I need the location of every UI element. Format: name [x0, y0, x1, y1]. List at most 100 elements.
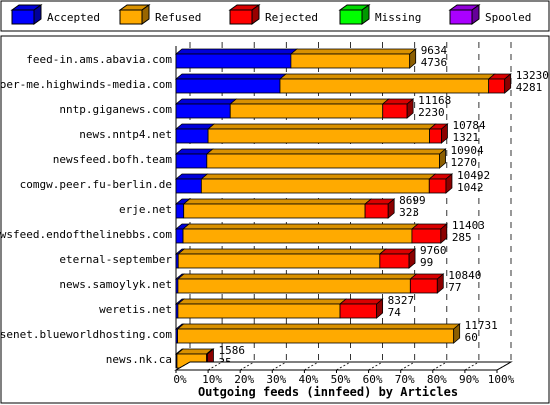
- bar-row-voer-me-highwinds-media-com: [174, 73, 512, 94]
- bar-end-face: [387, 198, 395, 219]
- legend-label: Refused: [155, 11, 201, 24]
- legend: Accepted Refused Rejected Missing Spooled: [0, 0, 550, 32]
- total-label: 10784: [452, 119, 485, 132]
- tick-diagonal: [336, 361, 351, 371]
- x-tick-label: 20%: [234, 373, 254, 386]
- bar-end-face: [440, 223, 448, 244]
- bar-row-newsfeed-bofh-team: [174, 148, 447, 169]
- tick-diagonal: [304, 361, 319, 371]
- grid: [189, 42, 512, 360]
- accepted-label: 74: [388, 306, 402, 319]
- accepted-label: 60: [465, 331, 478, 344]
- x-axis: 0% 10% 20% 30% 40% 50% 60% 70% 80% 90% 100%: [173, 361, 515, 386]
- bar-segment-rejected: [379, 253, 410, 269]
- bar-segment-refused: [177, 278, 411, 294]
- legend-item-refused: Refused: [118, 4, 201, 25]
- legend-swatch: [449, 9, 473, 25]
- bar-segment-accepted: [175, 103, 231, 119]
- bar-top-refused: [229, 98, 390, 105]
- bar-top-refused: [176, 273, 418, 280]
- total-label: 13230: [516, 69, 549, 82]
- total-label: 10904: [451, 144, 484, 157]
- bar-top-refused: [200, 173, 437, 180]
- bar-segment-refused: [200, 178, 430, 194]
- bar-segment-refused: [177, 328, 455, 344]
- bar-row-newsfeed-endofthelinebbs-com: [174, 223, 448, 244]
- x-tick-label: 60%: [363, 373, 383, 386]
- bar-top-refused: [177, 248, 387, 255]
- x-tick-label: 90%: [459, 373, 479, 386]
- bar-end-face: [504, 73, 512, 94]
- outer-frame: [0, 35, 550, 404]
- total-label: 8699: [399, 194, 426, 207]
- legend-swatch: [339, 9, 363, 25]
- category-label: news.samoylyk.net: [59, 278, 172, 291]
- legend-label: Accepted: [47, 11, 100, 24]
- bar-end-face: [453, 323, 461, 344]
- legend-swatch: [119, 9, 143, 25]
- accepted-label: 2230: [418, 106, 445, 119]
- bar-segment-accepted: [175, 153, 208, 169]
- category-label: news.nk.ca: [106, 353, 172, 366]
- bar-top-refused: [176, 298, 348, 305]
- bar-segment-rejected: [364, 203, 389, 219]
- total-label: 10492: [457, 169, 490, 182]
- bar-row-comgw-peer-fu-berlin-de: [174, 173, 454, 194]
- legend-item-spooled: Spooled: [448, 4, 531, 25]
- total-label: 10840: [448, 269, 481, 282]
- legend-label: Spooled: [485, 11, 531, 24]
- accepted-label: 1042: [457, 181, 484, 194]
- bar-row-weretis-net: [174, 298, 384, 319]
- total-label: 9634: [421, 44, 448, 57]
- tick-diagonal: [240, 361, 255, 371]
- x-tick-label: 10%: [202, 373, 222, 386]
- bar-segment-rejected: [428, 178, 447, 194]
- total-label: 11403: [452, 219, 485, 232]
- bar-row-eternal-september: [174, 248, 417, 269]
- bar-segment-accepted: [175, 53, 292, 69]
- bar-end-face: [406, 98, 414, 119]
- bar-segment-rejected: [382, 103, 408, 119]
- bar-segment-refused: [279, 78, 490, 94]
- x-tick-label: 30%: [266, 373, 286, 386]
- accepted-label: 99: [420, 256, 433, 269]
- bar-top-refused: [289, 48, 417, 55]
- category-label: feed-in.ams.abavia.com: [26, 53, 172, 66]
- legend-item-missing: Missing: [338, 4, 421, 25]
- category-label: nntp.giganews.com: [59, 103, 172, 116]
- tick-diagonal: [368, 361, 383, 371]
- x-tick-label: 0%: [173, 373, 187, 386]
- tick-diagonal: [175, 361, 191, 371]
- bar-top-accepted: [174, 98, 238, 105]
- accepted-label: 4281: [516, 81, 543, 94]
- bar-row-usenet-blueworldhosting-com: [174, 323, 461, 344]
- bar-top-refused: [205, 148, 447, 155]
- bar-segment-accepted: [175, 78, 281, 94]
- bar-segment-rejected: [411, 228, 442, 244]
- tick-diagonal: [207, 361, 223, 371]
- bar-segment-refused: [183, 203, 366, 219]
- bar-top-refused: [206, 123, 437, 130]
- tick-diagonal: [496, 361, 512, 371]
- bar-end-face: [376, 298, 384, 319]
- bars: [174, 48, 512, 369]
- bar-end-face: [409, 48, 417, 69]
- tick-diagonal: [464, 361, 480, 371]
- bar-top-refused: [182, 198, 373, 205]
- bar-row-news-samoylyk-net: [174, 273, 445, 294]
- total-label: 9760: [420, 244, 447, 257]
- legend-item-rejected: Rejected: [228, 4, 318, 25]
- category-label: weretis.net: [99, 303, 172, 316]
- x-axis-title: Outgoing feeds (innfeed) by Articles: [198, 385, 458, 399]
- bar-segment-refused: [177, 303, 341, 319]
- accepted-label: 1270: [451, 156, 478, 169]
- bar-top-accepted: [174, 73, 288, 80]
- bar-top-refused: [278, 73, 496, 80]
- legend-label: Rejected: [265, 11, 318, 24]
- bar-segment-accepted: [175, 203, 185, 219]
- bar-end-face: [439, 148, 446, 169]
- bar-segment-refused: [229, 103, 384, 119]
- total-label: 11168: [418, 94, 451, 107]
- category-labels: feed-in.ams.abavia.com voer-me.highwinds-…: [0, 53, 172, 366]
